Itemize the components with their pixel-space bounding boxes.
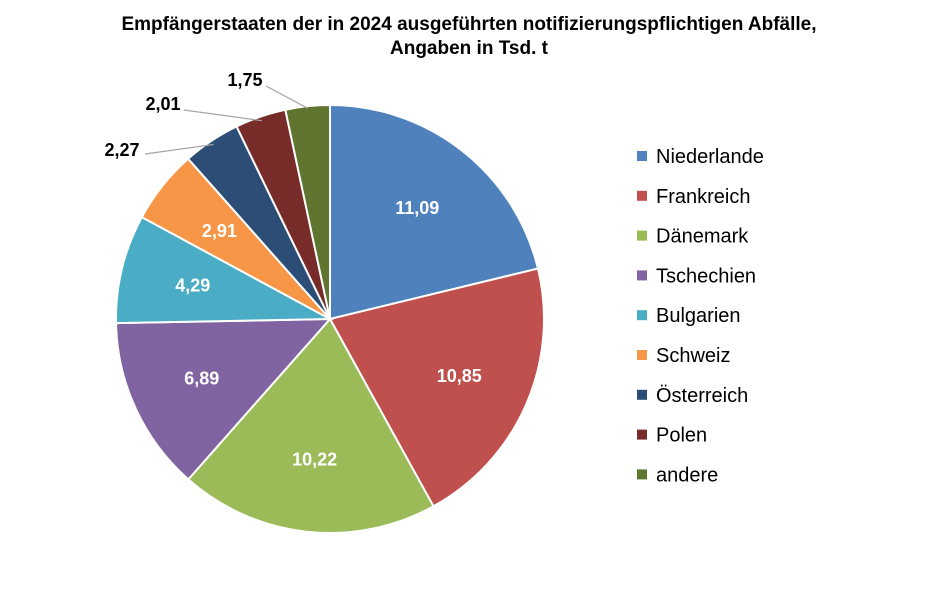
legend: Niederlande Frankreich Dänemark Tschechien B… — [637, 146, 764, 486]
chart-title: Empfängerstaaten der in 2024 ausgeführte… — [121, 14, 816, 35]
legend-item-niederlande: Niederlande — [637, 146, 764, 168]
legend-item-oesterreich: Österreich — [637, 385, 748, 407]
data-labels: 11,09 10,85 10,22 6,89 4,29 2,91 2,27 2,01 1,75 — [104, 70, 481, 469]
legend-swatch-andere — [637, 469, 647, 480]
data-label-polen: 2,01 — [145, 94, 180, 114]
legend-swatch-polen — [637, 429, 647, 440]
data-label-oesterreich: 2,27 — [104, 140, 139, 160]
data-label-frankreich: 10,85 — [437, 366, 482, 386]
data-label-andere: 1,75 — [227, 70, 262, 90]
legend-label-daenemark: Dänemark — [656, 226, 749, 248]
data-label-bulgarien: 4,29 — [175, 276, 210, 296]
legend-swatch-niederlande — [637, 151, 647, 161]
data-label-schweiz: 2,91 — [202, 221, 237, 241]
data-label-niederlande: 11,09 — [395, 198, 439, 218]
legend-item-daenemark: Dänemark — [637, 226, 749, 248]
legend-label-frankreich: Frankreich — [656, 186, 750, 208]
leader-line-polen — [183, 109, 262, 122]
legend-item-tschechien: Tschechien — [637, 265, 756, 287]
data-label-daenemark: 10,22 — [292, 449, 337, 469]
leader-line-oesterreich — [144, 143, 214, 155]
legend-swatch-bulgarien — [637, 310, 647, 321]
pie-slice-tschechien — [115, 317, 333, 481]
leader-line-andere — [265, 85, 309, 109]
pie-slice-andere — [284, 103, 331, 320]
legend-label-polen: Polen — [656, 425, 707, 447]
legend-swatch-frankreich — [637, 190, 647, 201]
legend-swatch-oesterreich — [637, 389, 647, 400]
legend-item-frankreich: Frankreich — [637, 186, 750, 208]
legend-label-bulgarien: Bulgarien — [656, 305, 741, 327]
legend-label-schweiz: Schweiz — [656, 345, 730, 367]
legend-label-tschechien: Tschechien — [656, 265, 756, 287]
legend-item-bulgarien: Bulgarien — [637, 305, 741, 327]
legend-label-oesterreich: Österreich — [656, 385, 748, 407]
legend-label-niederlande: Niederlande — [656, 146, 764, 168]
pie-slice-bulgarien — [115, 215, 334, 325]
chart-subtitle: Angaben in Tsd. t — [390, 38, 549, 59]
legend-label-andere: andere — [656, 464, 718, 486]
data-label-tschechien: 6,89 — [184, 368, 219, 388]
legend-swatch-daenemark — [637, 230, 647, 241]
legend-item-andere: andere — [637, 464, 718, 486]
pie-slices — [115, 103, 545, 534]
legend-swatch-tschechien — [637, 270, 647, 281]
legend-swatch-schweiz — [637, 350, 647, 360]
legend-item-polen: Polen — [637, 425, 707, 447]
pie-slice-niederlande — [329, 103, 540, 321]
pie-slice-frankreich — [328, 267, 545, 508]
legend-item-schweiz: Schweiz — [637, 345, 730, 367]
pie-slice-daenemark — [186, 317, 435, 534]
